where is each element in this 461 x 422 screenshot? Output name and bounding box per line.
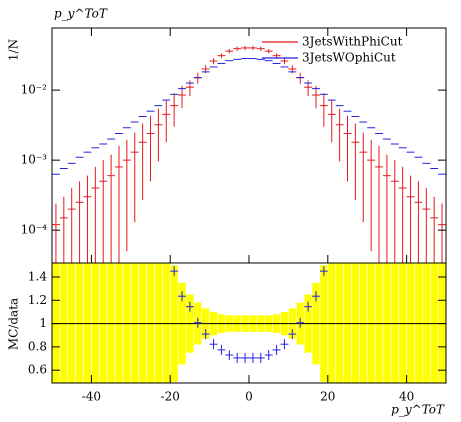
uncertainty-band	[422, 263, 430, 383]
uncertainty-band	[52, 263, 60, 383]
uncertainty-band	[375, 263, 383, 383]
y-label: 1/N	[7, 39, 21, 61]
main-plot-area	[52, 45, 446, 263]
y-tick-label: 10⁻⁴	[21, 223, 48, 237]
x-tick-label: 40	[399, 390, 414, 404]
ratio-y-tick-label: 1.2	[28, 293, 47, 307]
uncertainty-band	[91, 263, 99, 383]
uncertainty-band	[406, 263, 415, 383]
ratio-frame	[51, 262, 447, 384]
x-tick-label: 0	[245, 390, 253, 404]
uncertainty-band	[328, 263, 336, 383]
uncertainty-band	[162, 263, 170, 383]
uncertainty-band	[343, 263, 352, 383]
legend-label: 3JetsWithPhiCut	[302, 35, 403, 49]
uncertainty-band	[367, 263, 375, 383]
uncertainty-band	[99, 263, 107, 383]
title: p_y^ToT	[54, 7, 108, 21]
y-tick-label: 10⁻²	[21, 83, 48, 97]
x-label: p_y^ToT	[391, 403, 445, 417]
uncertainty-band	[83, 263, 92, 383]
uncertainty-band	[107, 263, 115, 383]
uncertainty-band	[399, 263, 407, 383]
axes: 10⁻⁴ 10⁻³ 10⁻² 0.6 0.8 1 1.2 1.4 -40 -20 0 20 40	[21, 28, 446, 404]
uncertainty-band	[123, 263, 131, 383]
uncertainty-band	[351, 263, 360, 383]
uncertainty-band	[154, 263, 163, 383]
uncertainty-band	[430, 263, 438, 383]
ratio-y-tick-label: 1	[39, 316, 47, 330]
uncertainty-band	[438, 263, 446, 383]
uncertainty-band	[391, 263, 399, 383]
x-tick-label: -20	[161, 390, 180, 404]
uncertainty-band	[383, 263, 391, 383]
x-tick-label: -40	[82, 390, 101, 404]
uncertainty-band	[359, 263, 367, 383]
uncertainty-band	[115, 263, 123, 383]
uncertainty-band	[138, 263, 147, 383]
ratio-y-tick-label: 0.6	[28, 363, 47, 377]
uncertainty-band	[75, 263, 84, 383]
x-tick-label: 20	[320, 390, 335, 404]
ratio-y-tick-label: 1.4	[28, 269, 47, 283]
y-tick-label: 10⁻³	[21, 153, 48, 167]
uncertainty-band	[335, 263, 344, 383]
ratio-y-label: MC/data	[7, 298, 21, 350]
uncertainty-band	[414, 263, 423, 383]
ratio-plot-area	[52, 263, 446, 383]
uncertainty-band	[60, 263, 68, 383]
ratio-y-tick-label: 0.8	[28, 339, 47, 353]
uncertainty-band	[68, 263, 76, 383]
uncertainty-band	[146, 263, 155, 383]
uncertainty-band	[131, 263, 139, 383]
legend-label: 3JetsWOphiCut	[302, 51, 396, 65]
